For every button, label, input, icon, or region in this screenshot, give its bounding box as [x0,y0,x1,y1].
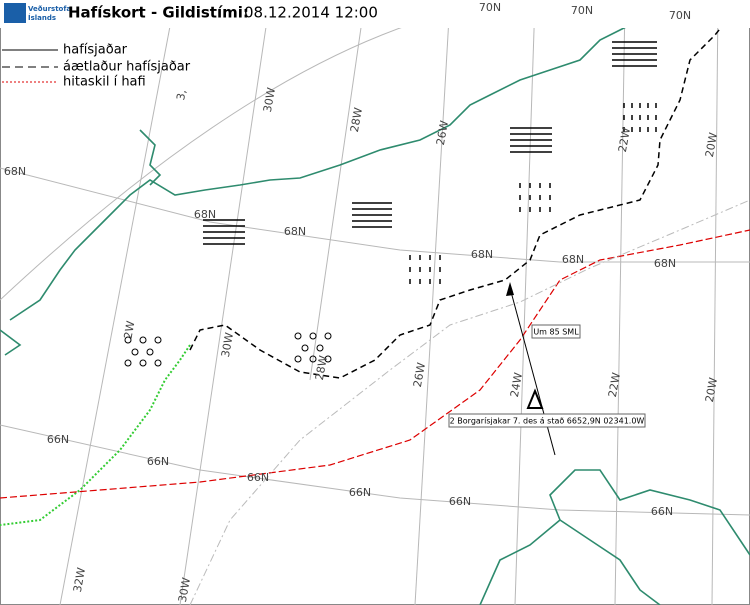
grid-label: 66N [449,495,471,508]
grid-label: 30W [261,86,278,113]
logo-icon [4,3,26,23]
arrow-head [506,282,514,296]
distance-arrow [509,287,556,456]
ice-symbols [203,41,657,284]
legend [2,49,58,83]
grid-label: 68N [284,225,306,238]
grid-label: 70N [479,1,501,14]
annotation-box [531,324,581,339]
time: 08.12.2014 12:00 [244,4,378,22]
legend-label: áætlaður hafísjaðar [63,60,191,75]
header-bar [0,0,750,28]
grid-label: 28W [348,106,365,133]
logo-text: Íslands [28,13,56,22]
grid-label: 32W [71,566,88,593]
grid-label: 68N [194,208,216,221]
iceberg-symbol [526,388,544,409]
annotation-box [448,413,646,428]
legend-label: hafísjaðar [63,43,128,58]
annotation: Um 85 SML [533,328,579,337]
grid-label: 66N [47,433,69,446]
thermal-front [0,229,750,499]
grid-label: 3, [174,89,189,102]
annotation: 2 Borgarísjakar 7. des á stað 6652,9N 02… [450,417,645,426]
grid-label: 68N [562,253,584,266]
title: Hafískort - Gildistími: [68,4,249,22]
grid-label: 66N [247,471,269,484]
grid-label: 22W [616,126,633,153]
grid-label: 26W [411,361,428,388]
grid-label: 28W [313,354,330,381]
grid-label: 66N [349,486,371,499]
fast-ice [0,344,191,526]
grid-label: 22W [606,371,623,398]
dash-dot-line [189,199,750,605]
grid-label: 68N [654,257,676,270]
legend-label: hitaskil í hafi [63,75,146,90]
grid-label: 26W [434,119,451,146]
grid-label: 30W [219,331,236,358]
grid-label: 2W [122,320,138,340]
estimated-ice-edge [189,9,736,379]
grid-label: 30W [176,576,193,603]
grid-label: 70N [571,4,593,17]
grid-label: 20W [703,376,720,403]
grid-label: 24W [508,371,525,398]
grid-label: 68N [471,248,493,261]
grid-label: 66N [147,455,169,468]
grid-label: 66N [651,505,673,518]
logo-text: Veðurstofa [28,5,71,13]
circle-symbols [124,332,332,367]
grid-label: 20W [703,131,720,158]
grid-label: 68N [4,165,26,178]
grid-label: 70N [669,9,691,22]
